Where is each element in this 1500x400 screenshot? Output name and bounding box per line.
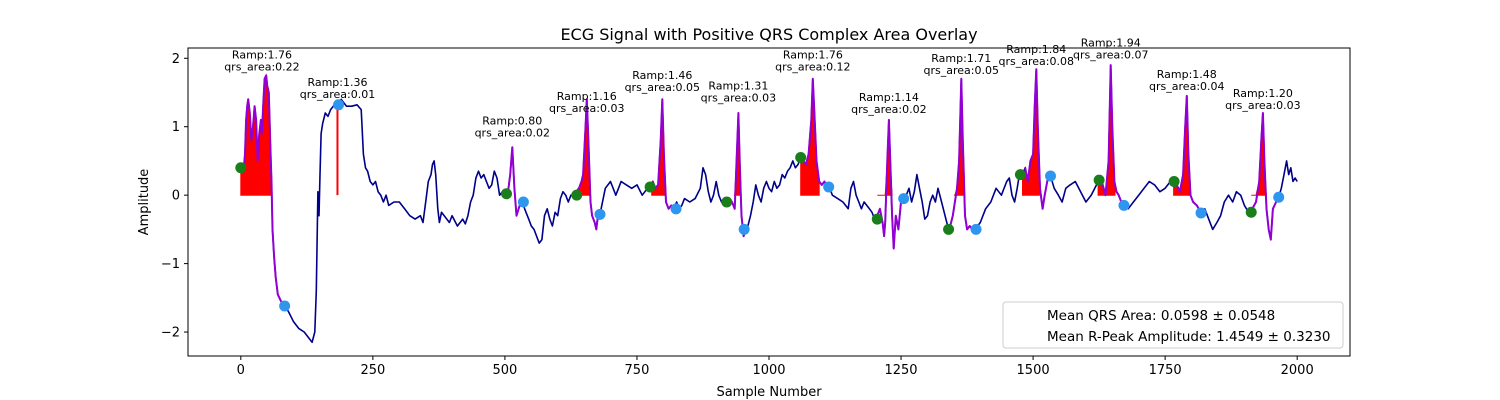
x-tick-label-250: 250	[360, 363, 385, 378]
annotation-ramp-5: Ramp:1.46	[632, 69, 692, 82]
qrs-segment-11	[1173, 94, 1203, 214]
x-tick-label-1250: 1250	[884, 363, 917, 378]
q-point-marker-1	[235, 162, 247, 174]
annotation-ramp-9: Ramp:1.71	[931, 52, 991, 65]
x-tick-label-0: 0	[237, 363, 245, 378]
qrs-segment-1	[240, 74, 285, 307]
y-tick-label-2: 2	[172, 52, 180, 67]
legend-entry-r-peak: Mean R-Peak Amplitude: 1.4549 ± 0.3230	[1047, 329, 1331, 345]
qrs-segment-5	[725, 112, 747, 238]
y-axis-label: Amplitude	[137, 169, 152, 236]
x-axis-label: Sample Number	[716, 385, 822, 400]
y-tick-label-0: 0	[172, 189, 180, 204]
q-point-marker-7	[871, 213, 883, 225]
q-point-marker-12	[1245, 206, 1257, 218]
annotation-qrs-area-11: qrs_area:0.07	[1073, 48, 1148, 61]
q-point-marker-6	[795, 152, 807, 164]
s-point-marker-5	[670, 203, 682, 215]
legend-entry-qrs-area: Mean QRS Area: 0.0598 ± 0.0548	[1047, 308, 1275, 324]
q-point-marker-2	[500, 188, 512, 200]
qrs-segment-7	[876, 118, 905, 250]
s-point-marker-7	[823, 181, 835, 193]
annotation-qrs-area-2: qrs_area:0.01	[300, 88, 375, 101]
s-point-marker-9	[970, 223, 982, 235]
annotation-qrs-area-3: qrs_area:0.02	[475, 126, 550, 139]
annotation-ramp-13: Ramp:1.20	[1233, 87, 1293, 100]
y-tick-label--2: −2	[161, 326, 180, 341]
q-point-marker-8	[943, 223, 955, 235]
annotation-ramp-1: Ramp:1.76	[232, 49, 292, 62]
annotation-qrs-area-5: qrs_area:0.05	[625, 81, 700, 94]
s-point-marker-10	[1045, 170, 1057, 182]
annotation-qrs-area-12: qrs_area:0.04	[1149, 80, 1224, 93]
annotation-ramp-7: Ramp:1.76	[783, 49, 843, 62]
x-tick-label-500: 500	[492, 363, 517, 378]
q-point-marker-4	[644, 181, 656, 193]
x-tick-label-1500: 1500	[1017, 363, 1050, 378]
annotation-ramp-8: Ramp:1.14	[859, 91, 919, 104]
annotation-qrs-area-7: qrs_area:0.12	[775, 61, 850, 74]
annotation-ramp-6: Ramp:1.31	[708, 79, 768, 92]
legend: Mean QRS Area: 0.0598 ± 0.0548 Mean R-Pe…	[1002, 301, 1344, 349]
q-point-marker-9	[1014, 169, 1026, 181]
qrs-segment-8	[949, 77, 976, 234]
annotation-ramp-4: Ramp:1.16	[557, 90, 617, 103]
s-point-marker-8	[898, 193, 910, 205]
s-point-marker-11	[1118, 199, 1130, 211]
x-tick-label-1000: 1000	[752, 363, 785, 378]
annotation-qrs-area-9: qrs_area:0.05	[924, 64, 999, 77]
s-point-marker-12	[1195, 207, 1207, 219]
s-point-marker-4	[594, 208, 606, 220]
q-point-marker-11	[1168, 175, 1180, 187]
legend-box	[1002, 301, 1344, 349]
annotation-ramp-10: Ramp:1.84	[1006, 43, 1066, 56]
s-point-marker-2	[333, 99, 345, 111]
x-tick-label-750: 750	[625, 363, 650, 378]
annotation-ramp-3: Ramp:0.80	[482, 114, 542, 127]
ecg-signal-line	[240, 64, 1298, 344]
y-tick-label-1: 1	[172, 120, 180, 135]
annotation-qrs-area-6: qrs_area:0.03	[701, 91, 776, 104]
qrs-segment-12	[1250, 112, 1280, 241]
x-tick-label-2000: 2000	[1281, 363, 1314, 378]
annotation-qrs-area-8: qrs_area:0.02	[851, 103, 926, 116]
x-tick-label-1750: 1750	[1149, 363, 1182, 378]
q-point-marker-5	[721, 196, 733, 208]
axes: 0 250 500 750 1000 1250 1500 1750 2000 −2 −1 0 1 2	[161, 52, 1314, 378]
annotation-qrs-area-4: qrs_area:0.03	[549, 102, 624, 115]
q-point-marker-3	[571, 189, 583, 201]
chart-title: ECG Signal with Positive QRS Complex Are…	[560, 25, 977, 44]
annotation-qrs-area-13: qrs_area:0.03	[1225, 99, 1300, 112]
s-point-marker-1	[279, 300, 291, 312]
s-point-marker-6	[738, 223, 750, 235]
qrs-segment-3	[575, 98, 600, 231]
plot-area: Ramp:1.76qrs_area:0.22Ramp:1.36qrs_area:…	[224, 36, 1301, 344]
annotation-ramp-12: Ramp:1.48	[1157, 68, 1217, 81]
annotation-qrs-area-1: qrs_area:0.22	[224, 61, 299, 74]
annotation-qrs-area-10: qrs_area:0.08	[999, 55, 1074, 68]
q-point-marker-10	[1093, 174, 1105, 186]
s-point-marker-3	[517, 196, 529, 208]
annotation-ramp-11: Ramp:1.94	[1081, 36, 1141, 49]
s-point-marker-13	[1273, 191, 1285, 203]
y-tick-label--1: −1	[161, 257, 180, 272]
annotation-ramp-2: Ramp:1.36	[307, 76, 367, 89]
